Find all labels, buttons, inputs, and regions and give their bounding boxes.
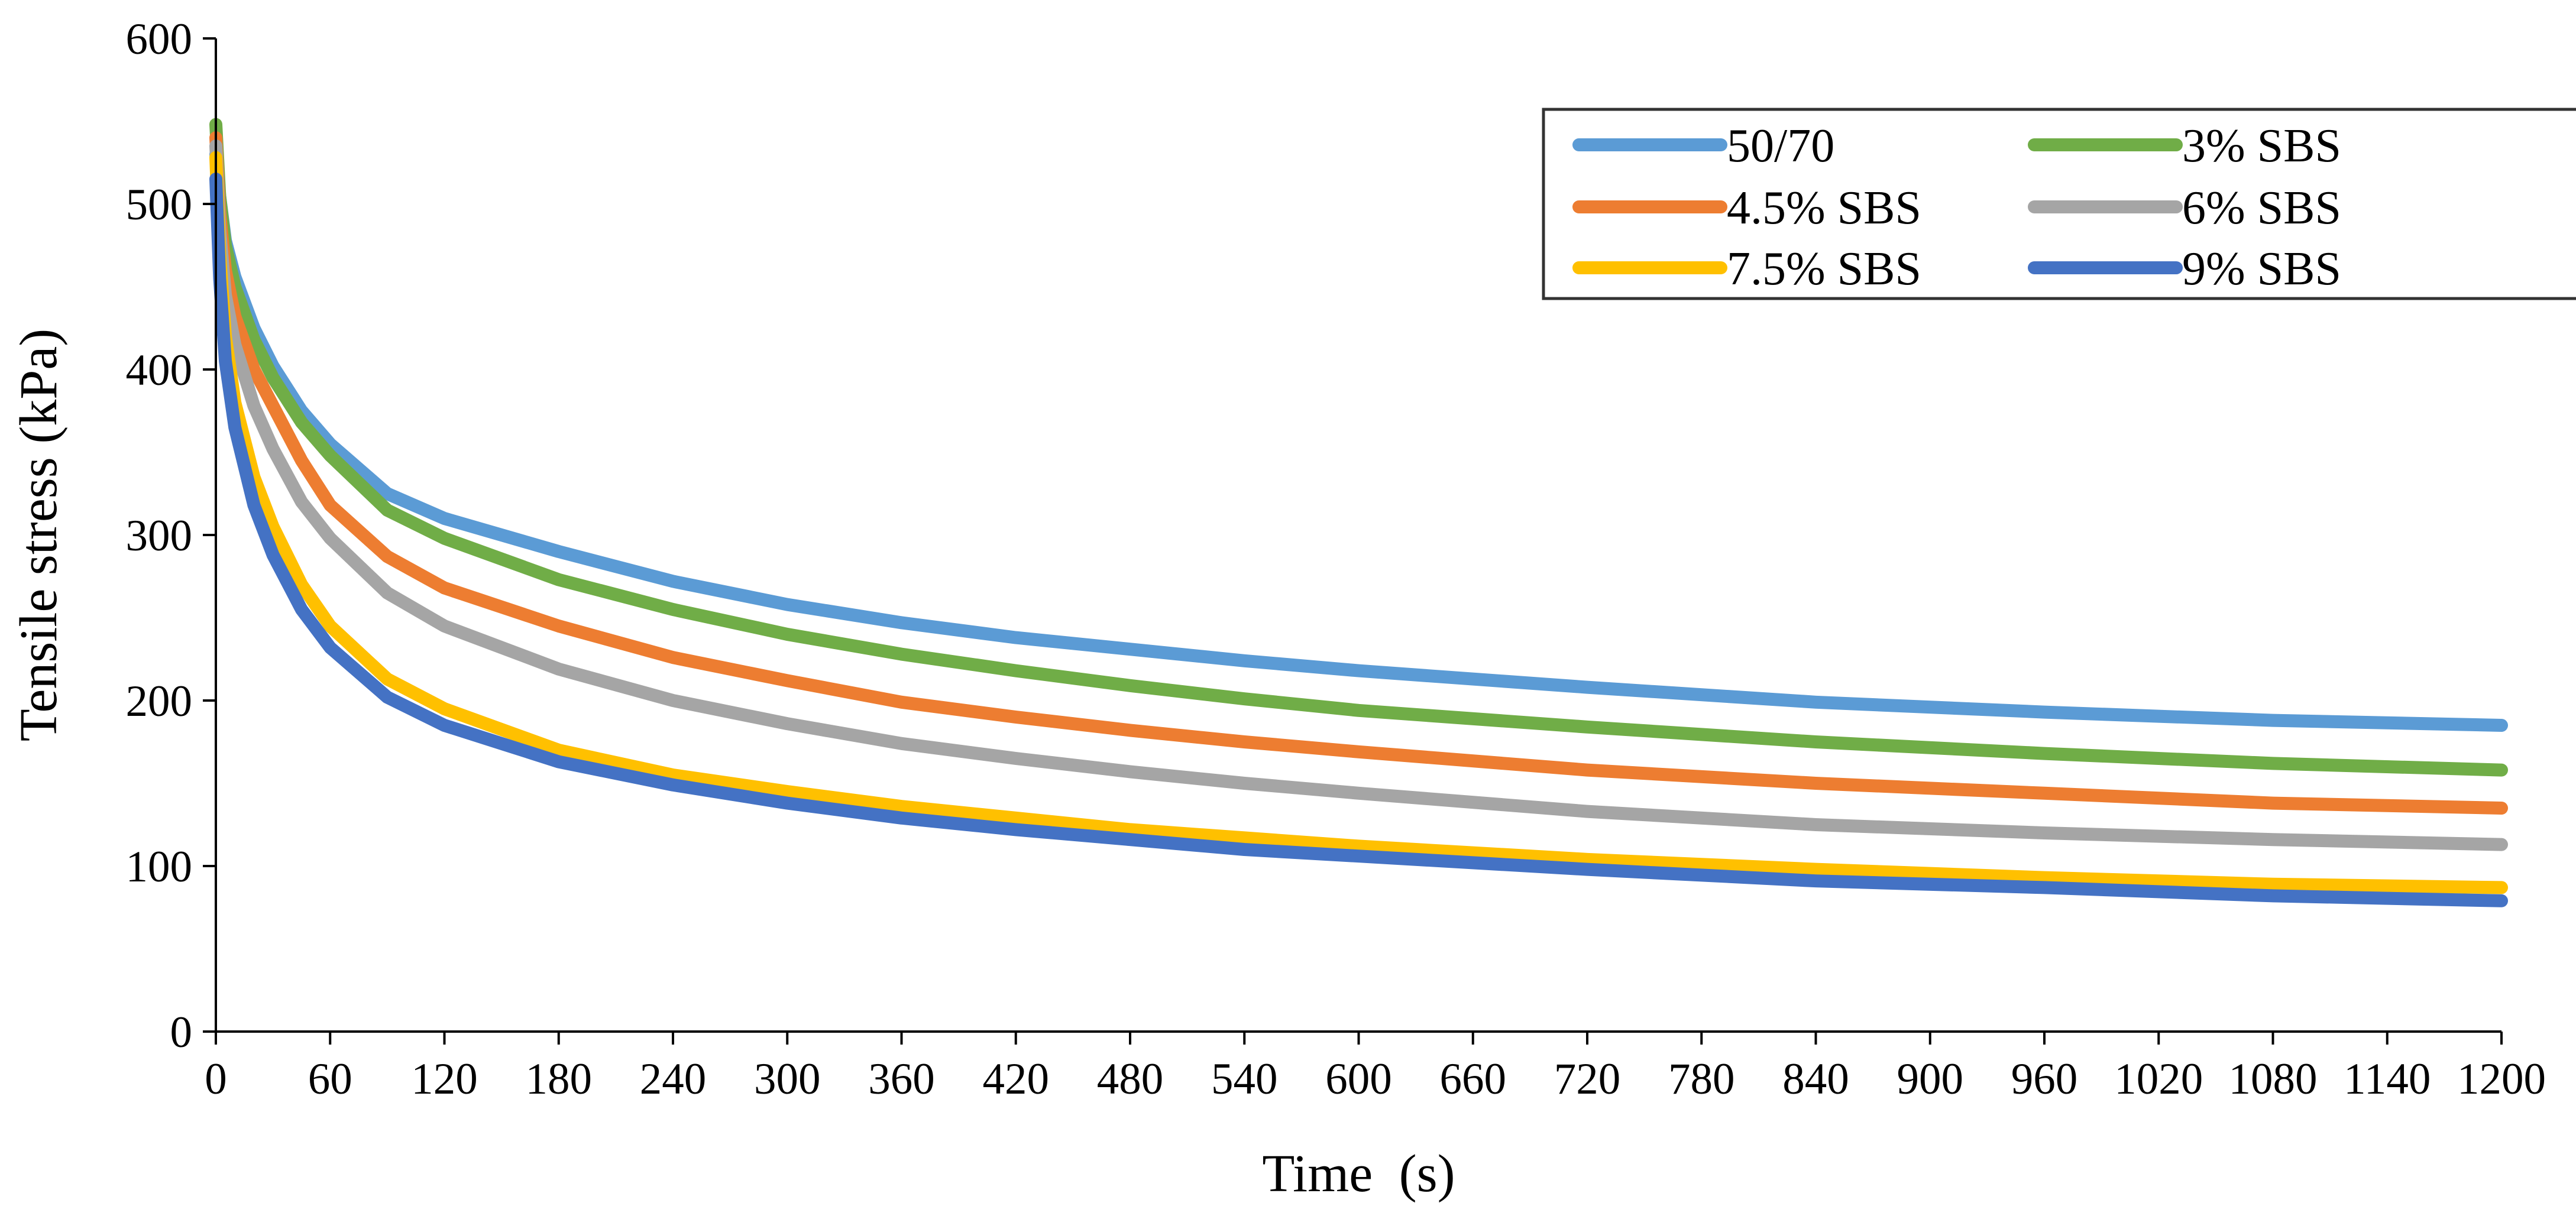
legend-label-4-5-sbs: 4.5% SBS <box>1727 182 1921 234</box>
y-tick-label: 100 <box>126 842 193 891</box>
legend-label-7-5-sbs: 7.5% SBS <box>1727 243 1921 295</box>
x-axis-title-main: Time <box>1262 1144 1373 1203</box>
x-tick-label: 840 <box>1782 1055 1849 1104</box>
x-tick-label: 960 <box>2011 1055 2078 1104</box>
y-tick-label: 0 <box>170 1008 193 1057</box>
x-tick-label: 1200 <box>2457 1055 2546 1104</box>
x-tick-label: 720 <box>1554 1055 1621 1104</box>
y-tick-label: 500 <box>126 180 193 229</box>
legend-label-50-70: 50/70 <box>1727 120 1834 172</box>
x-tick-label: 600 <box>1325 1055 1392 1104</box>
x-axis-title-unit: (s) <box>1399 1144 1455 1203</box>
x-tick-label: 1020 <box>2114 1055 2203 1104</box>
series-group <box>209 118 2508 907</box>
y-axis-title: Tensile stress (kPa) <box>9 329 68 742</box>
x-tick-label: 180 <box>526 1055 593 1104</box>
x-tick-label: 1080 <box>2229 1055 2318 1104</box>
series-line-6-sbs <box>209 140 2508 851</box>
x-tick-label: 480 <box>1097 1055 1164 1104</box>
legend-label-3-sbs: 3% SBS <box>2182 120 2341 172</box>
y-tick-label: 600 <box>126 15 193 64</box>
series-line-9-sbs <box>209 173 2508 907</box>
x-tick-label: 60 <box>308 1055 352 1104</box>
x-tick-label: 1140 <box>2344 1055 2431 1104</box>
x-tick-label: 660 <box>1440 1055 1507 1104</box>
x-tick-label: 780 <box>1668 1055 1735 1104</box>
x-tick-label: 420 <box>983 1055 1050 1104</box>
x-tick-label: 240 <box>640 1055 707 1104</box>
y-tick-label: 400 <box>126 346 193 395</box>
series-line-3-sbs <box>209 118 2508 777</box>
y-tick-label: 300 <box>126 511 193 560</box>
x-axis-title: Time (s) <box>1262 1144 1455 1203</box>
x-tick-label: 900 <box>1897 1055 1964 1104</box>
y-tick-label: 200 <box>126 677 193 726</box>
x-tick-label: 300 <box>754 1055 821 1104</box>
series-line-4-5-sbs <box>209 131 2508 815</box>
legend-label-6-sbs: 6% SBS <box>2182 182 2341 234</box>
legend: 50/70 3% SBS 4.5% SBS 6% SBS 7.5% SBS 9% SBS <box>1542 108 2576 300</box>
x-axis-ticks: 0 60 120 180 240 300 360 420 480 540 600 660 720 780 8… <box>205 1032 2546 1104</box>
y-axis-ticks: 0 100 200 300 400 500 600 <box>126 15 216 1057</box>
x-tick-label: 540 <box>1211 1055 1278 1104</box>
legend-label-9-sbs: 9% SBS <box>2182 243 2341 295</box>
x-tick-label: 120 <box>411 1055 478 1104</box>
x-tick-label: 360 <box>868 1055 935 1104</box>
x-tick-label: 0 <box>205 1055 227 1104</box>
